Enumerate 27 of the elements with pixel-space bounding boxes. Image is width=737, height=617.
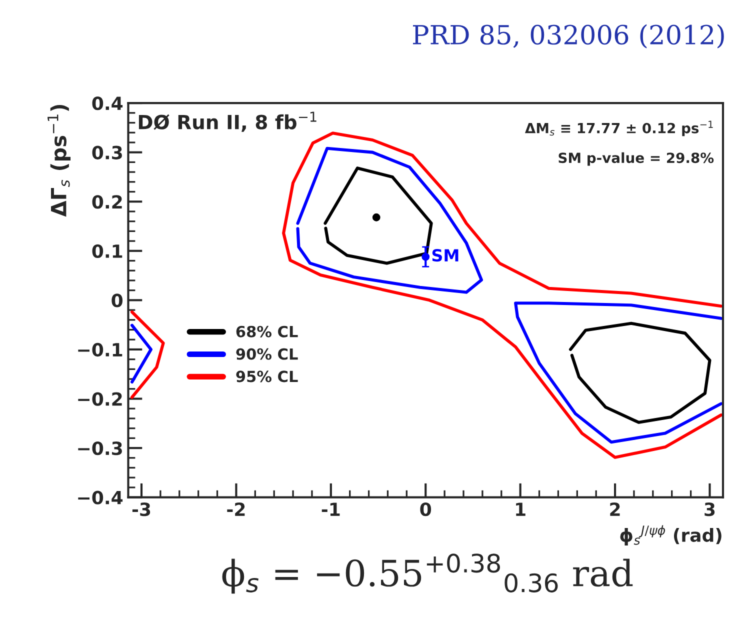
y-tick-label: 0.1: [92, 244, 122, 258]
y-tick-label: −0.4: [78, 490, 123, 504]
y-tick-label: −0.2: [78, 392, 122, 406]
y-tick-label: 0.2: [92, 195, 122, 209]
x-tick-label: -2: [227, 502, 245, 516]
x-axis-title: ϕ$_{s}$$^{J/ψϕ}$ (rad): [620, 525, 722, 546]
chart-title: PRD 85, 032006 (2012): [413, 24, 724, 48]
x-tick-label: -1: [322, 502, 340, 516]
series-label: SM: [432, 249, 458, 262]
text: ϕ$_{s}$ = −0.55$^{+0.38}$$_{0.36}$ rad: [222, 554, 633, 594]
annotation: DØ Run II, 8 fb$^{−1}$: [138, 112, 316, 132]
legend-label: 68% CL: [236, 326, 298, 338]
y-tick-label: −0.3: [78, 441, 122, 456]
legend-label: 90% CL: [236, 348, 298, 360]
y-tick-label: 0.4: [92, 96, 123, 110]
y-tick-label: 0: [112, 294, 123, 308]
x-tick-label: 0: [420, 502, 432, 516]
x-tick-label: 2: [610, 502, 620, 516]
annotation: ΔM$_{s}$ ≡ 17.77 ± 0.12 ps$^{−1}$: [524, 120, 713, 136]
y-tick-label: −0.1: [78, 342, 122, 357]
y-tick-label: 0.3: [92, 146, 122, 160]
annotation: SM p-value = 29.8%: [558, 152, 714, 166]
x-tick-label: 1: [516, 502, 526, 516]
legend-label: 95% CL: [236, 370, 298, 382]
x-tick-label: -3: [132, 502, 150, 516]
x-tick-label: 3: [704, 502, 715, 516]
y-axis-title: ΔΓ$_{s}$ (ps$^{−1}$): [48, 104, 71, 217]
